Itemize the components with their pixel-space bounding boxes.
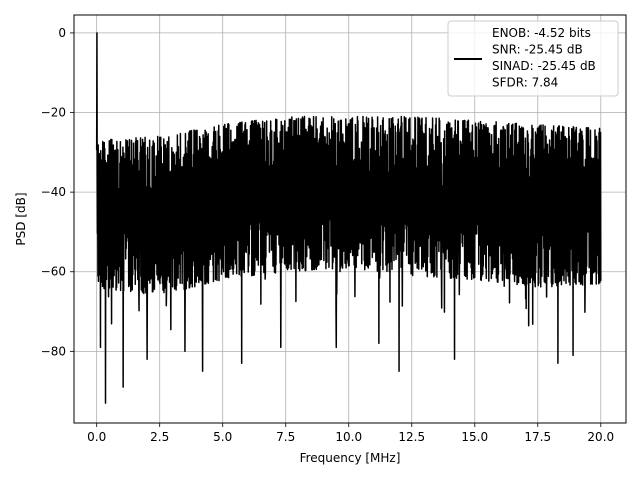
legend: ENOB: -4.52 bits SNR: -25.45 dB SINAD: -… <box>447 20 619 97</box>
x-tick-label: 10.0 <box>335 430 362 444</box>
axis-ticks: 0.0 2.5 5.0 7.5 10.0 12.5 15.0 17.5 20.0 0 −20 −40 −… <box>41 26 614 444</box>
x-tick-label: 20.0 <box>587 430 614 444</box>
y-tick-label: −80 <box>41 344 66 358</box>
y-tick-label: −20 <box>41 106 66 120</box>
y-tick-label: −60 <box>41 265 66 279</box>
y-tick-label: 0 <box>58 26 66 40</box>
axes-frame <box>73 14 627 424</box>
x-tick-label: 0.0 <box>87 430 106 444</box>
x-tick-label: 17.5 <box>524 430 551 444</box>
psd-series-line <box>95 32 602 404</box>
x-tick-label: 5.0 <box>213 430 232 444</box>
x-tick-label: 2.5 <box>150 430 169 444</box>
legend-entry-snr: SNR: -25.45 dB <box>492 43 583 57</box>
legend-entry-sfdr: SFDR: 7.84 <box>492 76 558 90</box>
y-tick-label: −40 <box>41 185 66 199</box>
legend-box <box>447 20 619 97</box>
legend-entry-enob: ENOB: -4.52 bits <box>492 26 591 40</box>
x-tick-label: 15.0 <box>461 430 488 444</box>
plot-series <box>95 32 602 404</box>
y-axis-label: PSD [dB] <box>14 192 28 245</box>
legend-entry-sinad: SINAD: -25.45 dB <box>492 59 596 73</box>
x-tick-label: 12.5 <box>398 430 425 444</box>
x-axis-label: Frequency [MHz] <box>300 451 401 465</box>
x-tick-label: 7.5 <box>276 430 295 444</box>
